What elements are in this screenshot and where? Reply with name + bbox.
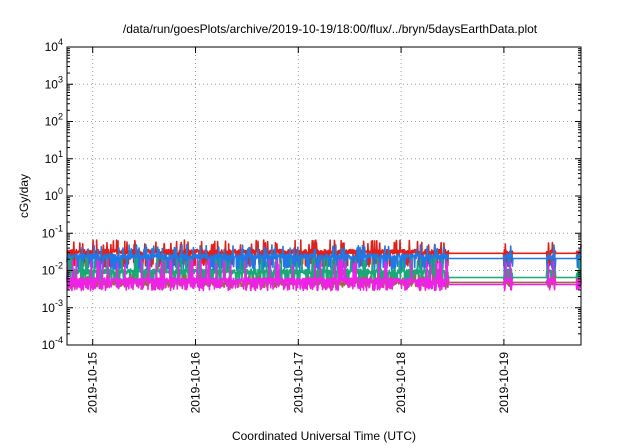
y-tick-label: 10-3 bbox=[42, 298, 63, 315]
y-tick-label: 100 bbox=[45, 186, 63, 203]
y-tick-label: 103 bbox=[45, 74, 63, 91]
x-axis-label: Coordinated Universal Time (UTC) bbox=[232, 429, 416, 443]
y-axis-label: cGy/day bbox=[17, 174, 31, 218]
x-tick-label: 2019-10-15 bbox=[86, 352, 100, 414]
x-tick-label: 2019-10-18 bbox=[394, 352, 408, 414]
x-tick-label: 2019-10-17 bbox=[291, 352, 305, 414]
chart-title: /data/run/goesPlots/archive/2019-10-19/1… bbox=[123, 22, 538, 36]
y-tick-label: 102 bbox=[45, 112, 63, 129]
series-line-5 bbox=[66, 258, 582, 292]
y-tick-label: 10-2 bbox=[42, 261, 63, 278]
y-tick-label: 10-4 bbox=[42, 335, 63, 352]
grid-lines bbox=[67, 47, 581, 345]
y-tick-label: 101 bbox=[45, 149, 63, 166]
y-tick-label: 104 bbox=[45, 37, 63, 54]
x-axis-ticks: 2019-10-15 2019-10-16 2019-10-17 2019-10-18… bbox=[86, 47, 511, 413]
data-series bbox=[66, 239, 582, 292]
y-axis-ticks: 10-4 10-3 10-2 10-1 100 101 102 103 104 bbox=[42, 37, 581, 352]
x-tick-label: 2019-10-19 bbox=[497, 352, 511, 414]
x-tick-label: 2019-10-16 bbox=[189, 352, 203, 414]
y-tick-label: 10-1 bbox=[42, 223, 63, 240]
